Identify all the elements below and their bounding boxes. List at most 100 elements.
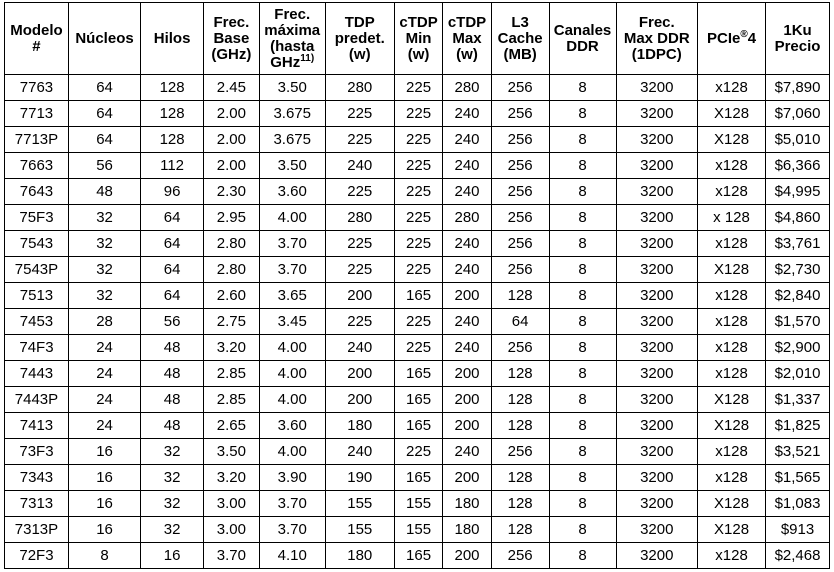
cell-default-tdp: 155 <box>324 490 395 517</box>
cell-ctdp-max: 240 <box>442 230 492 257</box>
cell-threads: 32 <box>140 438 205 465</box>
cell-max-ddr-freq: 3200 <box>615 516 699 543</box>
cell-price: $2,730 <box>765 256 830 283</box>
cell-default-tdp: 180 <box>324 542 395 569</box>
cell-cores: 16 <box>67 516 142 543</box>
cell-ctdp-min: 225 <box>393 152 444 179</box>
cell-l3-cache: 256 <box>490 126 550 153</box>
cell-threads: 16 <box>140 542 205 569</box>
cell-ddr-channels: 8 <box>548 308 617 335</box>
cell-base-freq: 2.80 <box>203 256 260 283</box>
cell-ctdp-max: 240 <box>442 178 492 205</box>
cell-pcie: X128 <box>696 516 767 543</box>
table-row: 73F3 16 32 3.50 4.00 240 225 240 256 8 3200 x128 $3,… <box>4 438 830 465</box>
header-row: Modelo # Núcleos Hilos Frec. Base (GHz) Fre… <box>4 2 830 75</box>
cell-ctdp-max: 180 <box>442 490 492 517</box>
cell-price: $1,565 <box>765 464 830 491</box>
cell-l3-cache: 256 <box>490 542 550 569</box>
cell-max-ddr-freq: 3200 <box>615 464 699 491</box>
cell-max-freq: 4.00 <box>258 360 326 387</box>
col-header-max-ddr-freq: Frec. Max DDR (1DPC) <box>615 2 699 75</box>
cell-model: 7543P <box>4 256 69 283</box>
cell-ctdp-min: 225 <box>393 230 444 257</box>
cell-cores: 32 <box>67 204 142 231</box>
cell-default-tdp: 180 <box>324 412 395 439</box>
cell-max-freq: 3.70 <box>258 256 326 283</box>
cell-max-freq: 4.00 <box>258 438 326 465</box>
cell-max-ddr-freq: 3200 <box>615 438 699 465</box>
col-header-threads: Hilos <box>140 2 205 75</box>
cell-ctdp-min: 225 <box>393 256 444 283</box>
cell-cores: 64 <box>67 126 142 153</box>
cell-max-ddr-freq: 3200 <box>615 178 699 205</box>
cell-cores: 32 <box>67 230 142 257</box>
cell-base-freq: 3.20 <box>203 464 260 491</box>
table-row: 7543 32 64 2.80 3.70 225 225 240 256 8 3200 x128 $3,… <box>4 230 830 257</box>
cell-ctdp-max: 240 <box>442 438 492 465</box>
cell-max-ddr-freq: 3200 <box>615 386 699 413</box>
cell-default-tdp: 200 <box>324 360 395 387</box>
cell-model: 7313P <box>4 516 69 543</box>
cell-default-tdp: 240 <box>324 438 395 465</box>
cell-threads: 32 <box>140 516 205 543</box>
cell-price: $4,860 <box>765 204 830 231</box>
cell-base-freq: 2.95 <box>203 204 260 231</box>
cell-base-freq: 2.80 <box>203 230 260 257</box>
cell-base-freq: 3.00 <box>203 516 260 543</box>
cell-base-freq: 2.85 <box>203 386 260 413</box>
cell-pcie: X128 <box>696 490 767 517</box>
cell-ctdp-min: 225 <box>393 178 444 205</box>
cell-threads: 96 <box>140 178 205 205</box>
table-row: 7713P 64 128 2.00 3.675 225 225 240 256 8 3200 X128… <box>4 126 830 153</box>
cell-l3-cache: 128 <box>490 412 550 439</box>
cell-ddr-channels: 8 <box>548 412 617 439</box>
cell-cores: 16 <box>67 464 142 491</box>
cell-pcie: x128 <box>696 438 767 465</box>
cell-l3-cache: 256 <box>490 230 550 257</box>
cell-threads: 48 <box>140 412 205 439</box>
table-row: 7443 24 48 2.85 4.00 200 165 200 128 8 3200 x128 $2,… <box>4 360 830 387</box>
cell-ctdp-max: 240 <box>442 308 492 335</box>
table-row: 7513 32 64 2.60 3.65 200 165 200 128 8 3200 x128 $2,… <box>4 282 830 309</box>
cell-pcie: x128 <box>696 360 767 387</box>
cell-ddr-channels: 8 <box>548 282 617 309</box>
cell-max-freq: 3.65 <box>258 282 326 309</box>
cell-base-freq: 2.85 <box>203 360 260 387</box>
cell-ctdp-min: 165 <box>393 464 444 491</box>
cell-cores: 8 <box>67 542 142 569</box>
cell-price: $2,840 <box>765 282 830 309</box>
cell-default-tdp: 225 <box>324 126 395 153</box>
cell-max-freq: 3.70 <box>258 490 326 517</box>
cell-ctdp-max: 200 <box>442 464 492 491</box>
cell-max-freq: 3.45 <box>258 308 326 335</box>
cell-base-freq: 2.00 <box>203 126 260 153</box>
cell-max-ddr-freq: 3200 <box>615 412 699 439</box>
cell-l3-cache: 128 <box>490 464 550 491</box>
cell-threads: 64 <box>140 282 205 309</box>
cell-ctdp-min: 165 <box>393 412 444 439</box>
cell-pcie: x128 <box>696 178 767 205</box>
cell-ddr-channels: 8 <box>548 100 617 127</box>
cell-ddr-channels: 8 <box>548 152 617 179</box>
cell-max-ddr-freq: 3200 <box>615 100 699 127</box>
cell-price: $6,366 <box>765 152 830 179</box>
cell-ctdp-min: 225 <box>393 74 444 101</box>
table-row: 7763 64 128 2.45 3.50 280 225 280 256 8 3200 x128 $7… <box>4 74 830 101</box>
cell-price: $4,995 <box>765 178 830 205</box>
cell-default-tdp: 240 <box>324 152 395 179</box>
cell-pcie: x128 <box>696 334 767 361</box>
col-header-ctdp-min: cTDP Min (w) <box>393 2 444 75</box>
cell-default-tdp: 225 <box>324 230 395 257</box>
cell-pcie: x128 <box>696 542 767 569</box>
cell-base-freq: 3.50 <box>203 438 260 465</box>
cell-max-ddr-freq: 3200 <box>615 542 699 569</box>
cell-max-freq: 3.60 <box>258 412 326 439</box>
cell-ddr-channels: 8 <box>548 230 617 257</box>
cell-ddr-channels: 8 <box>548 516 617 543</box>
cell-l3-cache: 128 <box>490 282 550 309</box>
cell-max-ddr-freq: 3200 <box>615 282 699 309</box>
cell-base-freq: 2.00 <box>203 100 260 127</box>
cell-default-tdp: 155 <box>324 516 395 543</box>
cell-l3-cache: 128 <box>490 516 550 543</box>
cell-threads: 128 <box>140 74 205 101</box>
